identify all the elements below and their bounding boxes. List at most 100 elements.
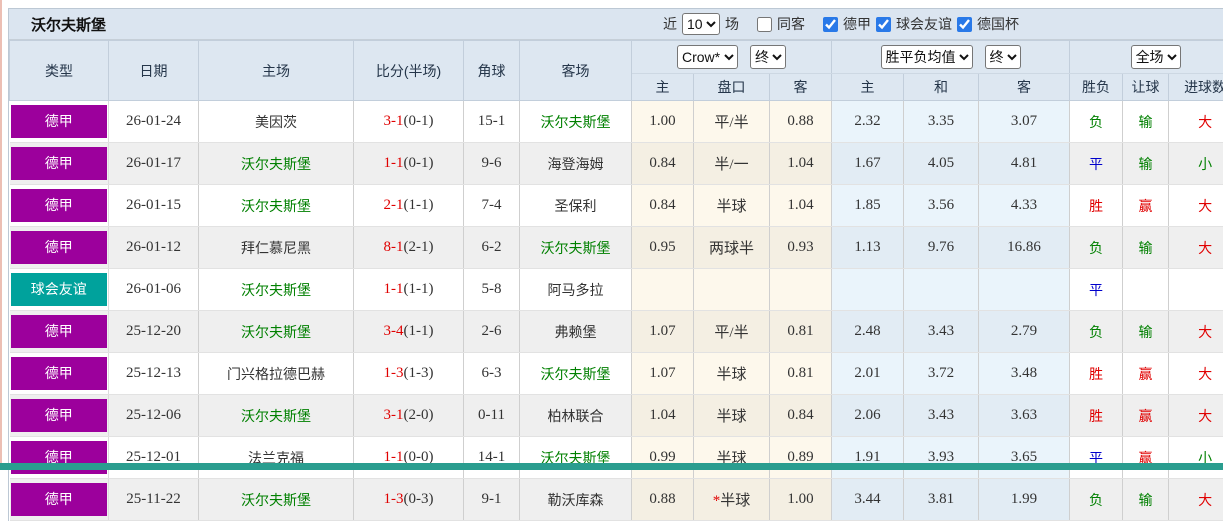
score-cell: 1-3(0-3)	[354, 479, 464, 521]
league-badge: 球会友谊	[11, 273, 108, 306]
col-header-away: 客场	[520, 41, 632, 101]
result-handicap: 赢	[1123, 437, 1169, 479]
result-goals: 大	[1169, 479, 1223, 521]
odds-company-select[interactable]: Crow*	[677, 45, 738, 69]
result-outcome: 平	[1070, 143, 1123, 185]
mean-draw	[904, 269, 979, 311]
table-row: 德甲 25-12-20 沃尔夫斯堡 3-4(1-1) 2-6 弗赖堡 1.07 …	[10, 311, 1223, 353]
mean-away: 3.65	[979, 437, 1070, 479]
home-team: 美因茨	[199, 101, 354, 143]
filter-label-dfb-pokal: 德国杯	[977, 14, 1019, 34]
odds-home: 0.88	[632, 479, 694, 521]
odds-stage-select[interactable]: 终	[750, 45, 786, 69]
score-cell: 3-1(0-1)	[354, 101, 464, 143]
league-badge: 德甲	[11, 147, 108, 180]
mean-draw: 3.72	[904, 353, 979, 395]
match-date: 26-01-24	[109, 101, 199, 143]
matches-label: 场	[725, 14, 739, 34]
result-goals: 大	[1169, 395, 1223, 437]
match-date: 26-01-15	[109, 185, 199, 227]
mean-away: 4.81	[979, 143, 1070, 185]
corner-score: 9-1	[464, 479, 520, 521]
mean-draw: 3.43	[904, 311, 979, 353]
col-header-corner: 角球	[464, 41, 520, 101]
odds-away	[770, 269, 832, 311]
result-goals	[1169, 269, 1223, 311]
filter-label-club-friendly: 球会友谊	[896, 14, 952, 34]
handicap-value: 两球半	[694, 227, 770, 269]
odds-away: 0.81	[770, 353, 832, 395]
match-date: 26-01-06	[109, 269, 199, 311]
result-goals: 大	[1169, 311, 1223, 353]
filter-checkbox-bundesliga[interactable]	[823, 17, 838, 32]
mean-home: 2.06	[832, 395, 904, 437]
result-handicap: 输	[1123, 311, 1169, 353]
league-badge: 德甲	[11, 399, 108, 432]
result-goals: 小	[1169, 143, 1223, 185]
match-date: 25-12-13	[109, 353, 199, 395]
mean-away: 16.86	[979, 227, 1070, 269]
handicap-value: 半球	[694, 353, 770, 395]
score-cell: 2-1(1-1)	[354, 185, 464, 227]
odds-away: 1.04	[770, 185, 832, 227]
table-row: 德甲 26-01-15 沃尔夫斯堡 2-1(1-1) 7-4 圣保利 0.84 …	[10, 185, 1223, 227]
handicap-value	[694, 269, 770, 311]
mean-draw: 9.76	[904, 227, 979, 269]
mean-stage-select[interactable]: 终	[985, 45, 1021, 69]
match-date: 25-12-01	[109, 437, 199, 479]
score-cell: 3-1(2-0)	[354, 395, 464, 437]
mean-away: 2.79	[979, 311, 1070, 353]
filter-checkbox-same-away[interactable]	[757, 17, 772, 32]
handicap-value: *半球	[694, 479, 770, 521]
away-team: 柏林联合	[520, 395, 632, 437]
col-header-home: 主场	[199, 41, 354, 101]
corner-score: 6-3	[464, 353, 520, 395]
away-team: 弗赖堡	[520, 311, 632, 353]
mean-type-select[interactable]: 胜平负均值	[881, 45, 973, 69]
recent-count-select[interactable]: 10	[682, 13, 720, 35]
mean-home: 1.85	[832, 185, 904, 227]
home-team: 沃尔夫斯堡	[199, 479, 354, 521]
team-history-panel: 沃尔夫斯堡 近 10 场 同客 德甲球会友谊德国杯 类型 日期 主场 比	[8, 8, 1223, 521]
col-header-odds-home: 主	[632, 74, 694, 101]
result-scope-select[interactable]: 全场	[1131, 45, 1181, 69]
home-team: 沃尔夫斯堡	[199, 269, 354, 311]
mean-home: 1.13	[832, 227, 904, 269]
score-cell: 1-1(1-1)	[354, 269, 464, 311]
col-header-mean-home: 主	[832, 74, 904, 101]
mean-home: 3.44	[832, 479, 904, 521]
corner-score: 2-6	[464, 311, 520, 353]
result-handicap: 输	[1123, 227, 1169, 269]
col-header-score: 比分(半场)	[354, 41, 464, 101]
mean-home	[832, 269, 904, 311]
result-outcome: 胜	[1070, 353, 1123, 395]
result-goals: 大	[1169, 185, 1223, 227]
recent-label: 近	[663, 14, 677, 34]
home-team: 沃尔夫斯堡	[199, 395, 354, 437]
result-outcome: 平	[1070, 437, 1123, 479]
result-handicap: 输	[1123, 479, 1169, 521]
match-date: 25-12-20	[109, 311, 199, 353]
table-row: 德甲 25-12-13 门兴格拉德巴赫 1-3(1-3) 6-3 沃尔夫斯堡 1…	[10, 353, 1223, 395]
table-row: 球会友谊 26-01-06 沃尔夫斯堡 1-1(1-1) 5-8 阿马多拉 平	[10, 269, 1223, 311]
filter-checkbox-club-friendly[interactable]	[876, 17, 891, 32]
mean-home: 1.67	[832, 143, 904, 185]
odds-away: 1.04	[770, 143, 832, 185]
col-header-type: 类型	[10, 41, 109, 101]
filter-checkbox-dfb-pokal[interactable]	[957, 17, 972, 32]
home-team: 拜仁慕尼黑	[199, 227, 354, 269]
home-team: 门兴格拉德巴赫	[199, 353, 354, 395]
table-row: 德甲 25-12-06 沃尔夫斯堡 3-1(2-0) 0-11 柏林联合 1.0…	[10, 395, 1223, 437]
odds-home: 0.84	[632, 185, 694, 227]
mean-draw: 4.05	[904, 143, 979, 185]
away-team: 海登海姆	[520, 143, 632, 185]
mean-group-header: 胜平负均值 终	[832, 41, 1070, 74]
home-team: 沃尔夫斯堡	[199, 143, 354, 185]
handicap-value: 平/半	[694, 311, 770, 353]
mean-away: 4.33	[979, 185, 1070, 227]
mean-away: 1.99	[979, 479, 1070, 521]
odds-home: 1.07	[632, 311, 694, 353]
col-header-odds-away: 客	[770, 74, 832, 101]
panel-title-bar: 沃尔夫斯堡 近 10 场 同客 德甲球会友谊德国杯	[9, 9, 1223, 40]
table-row: 德甲 26-01-24 美因茨 3-1(0-1) 15-1 沃尔夫斯堡 1.00…	[10, 101, 1223, 143]
